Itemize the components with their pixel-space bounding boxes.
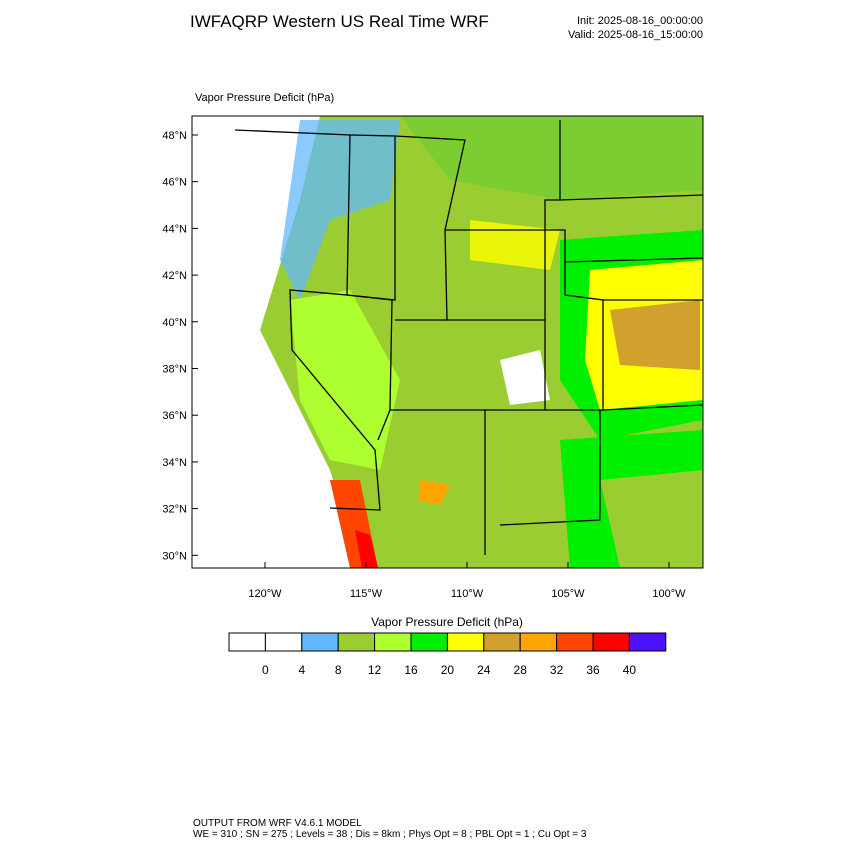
colorbar: 0 4 8 12 16 20 24 28 32 36 40	[228, 632, 667, 677]
map-field	[470, 220, 560, 270]
map-axes: 48°N 46°N 44°N 42°N 40°N 38°N 36°N 34°N 32°N 30°N…	[162, 130, 686, 600]
map-field	[192, 116, 360, 568]
lon-label: 105°W	[551, 588, 585, 600]
valid-time: Valid: 2025-08-16_15:00:00	[568, 29, 703, 41]
colorbar-tick-label: 32	[550, 663, 564, 677]
footer-line: WE = 310 ; SN = 275 ; Levels = 38 ; Dis …	[193, 829, 587, 840]
colorbar-tick-label: 4	[298, 663, 305, 677]
map-field	[355, 530, 378, 568]
lat-label: 46°N	[162, 177, 187, 189]
map-field	[600, 470, 703, 568]
lon-label: 115°W	[350, 588, 383, 600]
lat-label: 40°N	[162, 317, 187, 329]
map-field	[400, 116, 703, 200]
colorbar-box	[337, 632, 376, 652]
colorbar-box	[628, 632, 667, 652]
colorbar-box	[301, 632, 339, 652]
colorbar-box	[556, 632, 594, 652]
lat-label: 36°N	[162, 410, 187, 422]
colorbar-box	[228, 632, 266, 652]
colorbar-box	[592, 632, 630, 652]
colorbar-box	[519, 632, 558, 652]
colorbar-tick-label: 24	[477, 663, 491, 677]
colorbar-title: Vapor Pressure Deficit (hPa)	[371, 615, 523, 629]
colorbar-tick-label: 8	[335, 663, 342, 677]
lon-label: 110°W	[451, 588, 484, 600]
init-time: Init: 2025-08-16_00:00:00	[577, 15, 703, 27]
lon-label: 120°W	[248, 588, 282, 600]
colorbar-box	[374, 632, 412, 652]
map-field	[290, 290, 400, 470]
lat-label: 38°N	[162, 364, 187, 376]
colorbar-tick-label: 0	[262, 663, 269, 677]
colorbar-tick-label: 20	[441, 663, 455, 677]
map-label: Vapor Pressure Deficit (hPa)	[195, 92, 334, 104]
map-field	[418, 480, 450, 505]
lat-label: 48°N	[162, 130, 187, 142]
lon-label: 100°W	[652, 588, 686, 600]
map-field	[610, 300, 700, 370]
colorbar-tick-label: 28	[514, 663, 528, 677]
map	[191, 115, 704, 569]
state-boundaries	[234, 120, 703, 555]
colorbar-box	[410, 632, 448, 652]
lat-label: 30°N	[162, 550, 187, 562]
colorbar-tick-label: 36	[586, 663, 600, 677]
colorbar-tick-label: 40	[623, 663, 637, 677]
colorbar-box	[264, 632, 303, 652]
map-field	[280, 120, 400, 300]
map-frame	[191, 115, 704, 569]
lat-label: 34°N	[162, 457, 187, 469]
colorbar-tick-label: 12	[368, 663, 382, 677]
colorbar-box	[446, 632, 485, 652]
lat-label: 44°N	[162, 223, 187, 235]
lat-label: 32°N	[162, 504, 187, 516]
map-field	[500, 350, 550, 405]
colorbar-tick-label: 16	[404, 663, 418, 677]
footer-line: OUTPUT FROM WRF V4.6.1 MODEL	[193, 818, 362, 829]
lat-label: 42°N	[162, 270, 187, 282]
title: IWFAQRP Western US Real Time WRF	[190, 12, 489, 31]
colorbar-box	[483, 632, 521, 652]
